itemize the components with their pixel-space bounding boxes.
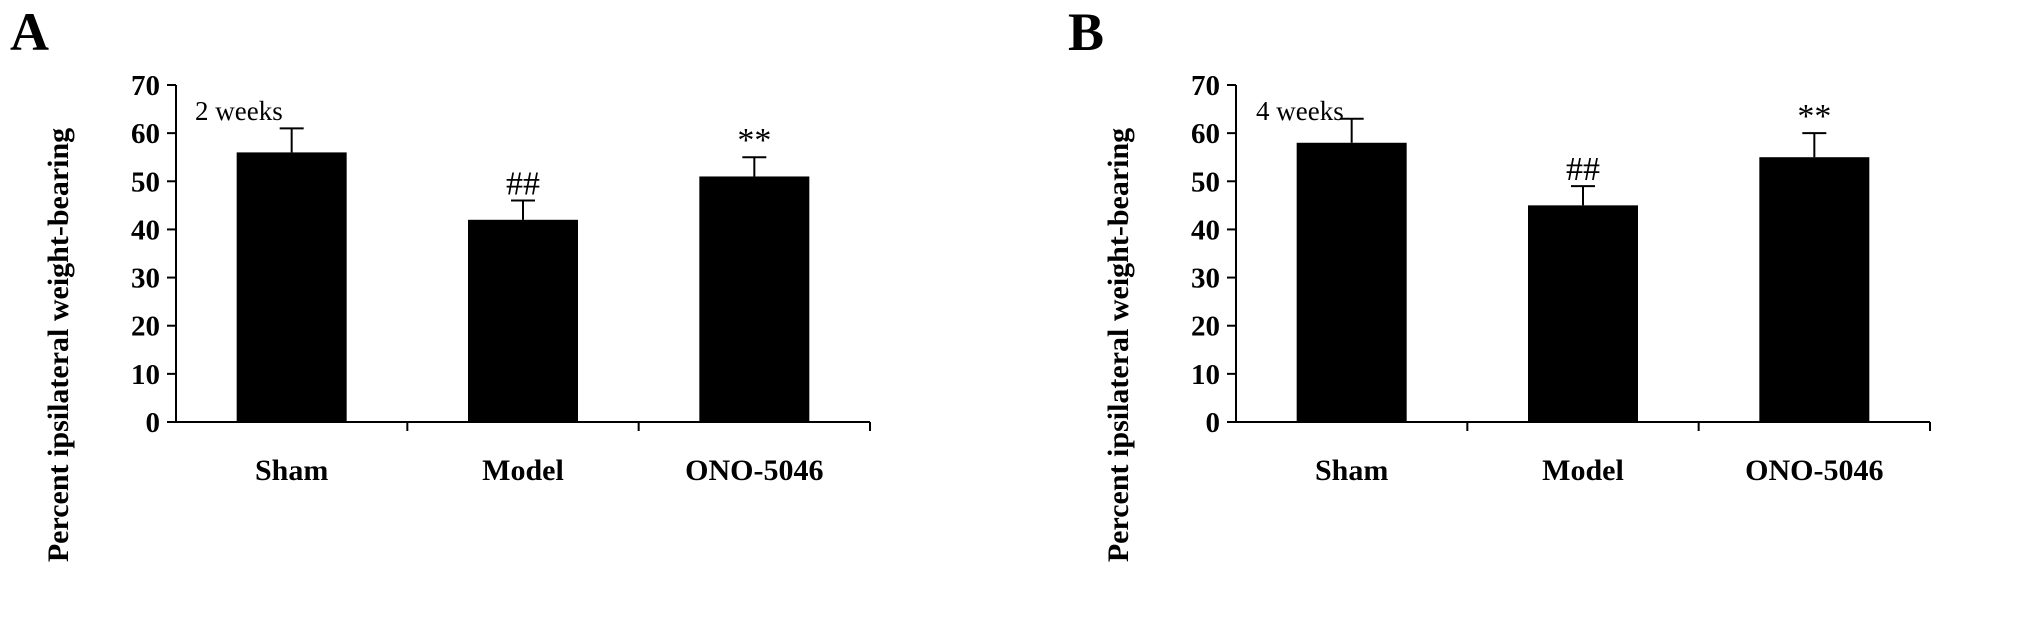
panel-a-bar-3 [699, 176, 810, 422]
panel-b-category-label-2: Model [1542, 454, 1624, 487]
panel-a-y-axis-label: Percent ipsilateral weight-bearing [42, 128, 75, 562]
panel-a-category-label-3: ONO-5046 [685, 454, 823, 487]
panel-b-y-tick-label: 30 [1191, 263, 1220, 295]
panel-b-category-label-1: Sham [1315, 454, 1388, 487]
panel-a-significance-2: ## [506, 166, 540, 203]
panel-b-y-axis-label: Percent ipsilateral weight-bearing [1102, 128, 1135, 562]
panel-b-y-tick-label: 10 [1191, 359, 1220, 391]
panel-a: A Percent ipsilateral weight-bearing 2 w… [10, 2, 871, 562]
panel-b-significance-3: ** [1797, 98, 1831, 135]
panel-b-y-tick-label: 40 [1191, 214, 1220, 246]
panel-a-y-tick-label: 10 [131, 359, 160, 391]
panel-a-category-label-2: Model [482, 454, 564, 487]
panel-a-bar-1 [236, 152, 347, 422]
panel-b-significance-2: ## [1566, 151, 1600, 188]
panel-a-significance-3: ** [737, 122, 771, 159]
panel-a-plot-area: 0 10 20 30 40 50 60 70 Sham ## Model ** ONO-5046 [131, 70, 871, 487]
panel-b-y-tick-label: 50 [1191, 166, 1220, 198]
panel-a-y-tick-label: 60 [131, 118, 160, 150]
panel-a-letter: A [10, 2, 49, 62]
panel-b: B Percent ipsilateral weight-bearing 4 w… [1068, 2, 1931, 562]
panel-a-y-tick-label: 20 [131, 311, 160, 343]
panel-b-bar-3 [1759, 157, 1870, 422]
panel-b-y-tick-label: 20 [1191, 311, 1220, 343]
panel-a-y-tick-label: 30 [131, 263, 160, 295]
panel-a-category-label-1: Sham [255, 454, 328, 487]
panel-b-category-label-3: ONO-5046 [1745, 454, 1883, 487]
panel-b-bar-1 [1296, 142, 1407, 422]
panel-b-letter: B [1068, 2, 1104, 62]
panel-b-y-tick-label: 60 [1191, 118, 1220, 150]
panel-a-y-tick-label: 70 [131, 70, 160, 102]
panel-a-time-annotation: 2 weeks [195, 96, 283, 126]
panel-a-bar-2 [468, 219, 578, 422]
panel-a-y-tick-label: 40 [131, 214, 160, 246]
panel-b-y-tick-label: 70 [1191, 70, 1220, 102]
panel-a-y-tick-label: 50 [131, 166, 160, 198]
panel-b-time-annotation: 4 weeks [1256, 96, 1344, 126]
panel-b-y-tick-label: 0 [1206, 407, 1221, 439]
panel-b-plot-area: 0 10 20 30 40 50 60 70 Sham ## Model ** ONO-5046 [1191, 70, 1931, 487]
panel-a-y-tick-label: 0 [146, 407, 161, 439]
panel-b-bar-2 [1528, 205, 1638, 422]
